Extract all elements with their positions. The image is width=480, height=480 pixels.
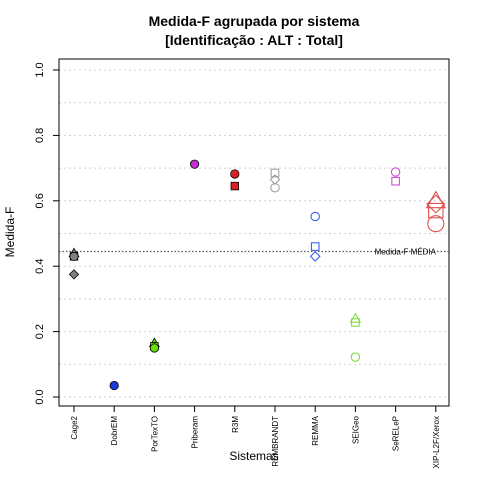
point-square [428,202,444,219]
y-tick-label: 0.0 [34,389,46,404]
point-circle [69,251,79,261]
point-triangle [425,190,446,209]
point-diamond [68,269,80,280]
point-circle [270,182,280,193]
point-diamond [309,250,321,262]
chart-title-line2: [Identificação : ALT : Total] [165,32,343,48]
x-category-label: REMBRANDT [271,416,280,467]
point-circle [310,211,320,222]
x-category-label: XIP-L2F/Xerox [432,416,441,468]
y-tick-label: 0.8 [34,128,46,143]
grid-lines [59,69,449,398]
chart-title-line1: Medida-F agrupada por sistema [149,13,360,29]
x-axis-label: Sistemas [229,449,278,463]
y-axis: 0.0 0.2 0.4 0.6 0.8 1.0 [34,62,59,405]
point-circle [230,169,240,179]
point-square [391,176,400,186]
point-diamond [426,194,446,214]
point-circle [109,380,119,391]
point-square [270,168,280,178]
point-circle [190,159,200,169]
x-category-label: Priberam [191,416,200,449]
x-axis: Cage2 DobrEM PorTexTO Priberam R3M REMBRANDT R… [70,406,441,468]
y-tick-label: 0.6 [34,193,46,208]
x-category-label: REMMA [311,415,320,445]
reference-line-label: Medida-F MÉDIA [375,247,437,256]
point-circle [390,167,401,177]
y-tick-label: 0.4 [34,259,46,274]
reference-line: Medida-F MÉDIA [59,247,449,256]
x-category-label: Cage2 [70,415,79,439]
y-axis-label: Medida-F [3,207,17,258]
point-square [351,318,360,327]
point-circle [350,352,361,362]
y-tick-label: 0.2 [34,324,46,339]
point-diamond [269,174,281,185]
x-category-label: DobrEM [110,416,119,446]
point-circle [149,343,159,353]
x-category-label: PorTexTO [150,416,159,452]
x-category-label: SeRELeP [392,416,401,451]
point-square [310,242,320,251]
point-square [230,181,239,191]
x-category-label: SEIGeo [351,415,360,444]
data-points [68,159,446,391]
y-tick-label: 1.0 [34,62,46,77]
x-category-label: R3M [231,416,240,433]
plot-border [58,58,450,407]
point-circle [427,215,445,233]
point-triangle [349,312,362,323]
